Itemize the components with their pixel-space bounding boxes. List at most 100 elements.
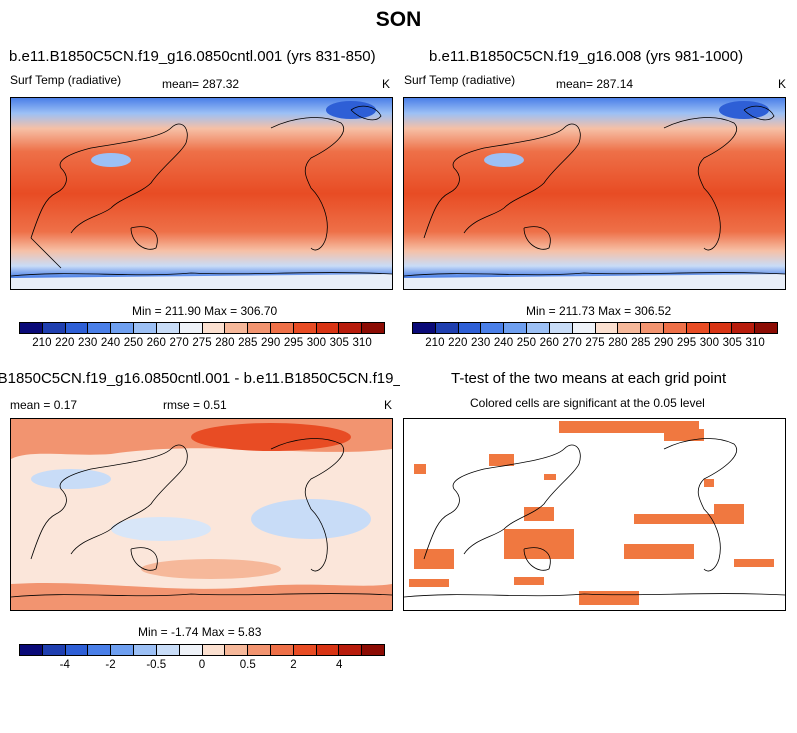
colorbar-swatch: [42, 645, 66, 655]
colorbar-swatch: [65, 645, 89, 655]
colorbar-tick-label: 295: [283, 337, 304, 349]
colorbar-swatch: [504, 323, 528, 333]
colorbar-tick-label: 220: [55, 337, 75, 349]
colorbar-swatch: [755, 323, 777, 333]
colorbar-swatch: [248, 323, 271, 333]
colorbar-tick-label: -0.5: [146, 659, 167, 671]
colorbar-tick-label: 270: [562, 337, 582, 349]
colorbar-swatch: [156, 323, 180, 333]
colorbar-tick-label: 0: [198, 659, 206, 671]
colorbar-swatch: [362, 323, 384, 333]
colorbar-swatch: [20, 323, 43, 333]
colorbar-swatch: [270, 323, 294, 333]
colorbar-swatch: [732, 323, 756, 333]
colorbar-swatch: [225, 645, 249, 655]
colorbar-swatch: [663, 323, 687, 333]
colorbar-tick-label: 210: [425, 337, 445, 349]
panel-1-map: [10, 97, 393, 290]
colorbar-swatch: [413, 323, 436, 333]
colorbar-swatch: [481, 323, 505, 333]
colorbar-tick-label: 230: [471, 337, 491, 349]
colorbar-tick-label: 280: [608, 337, 628, 349]
colorbar-swatch: [435, 323, 459, 333]
colorbar-swatch: [293, 323, 317, 333]
panel-3-right-label: K: [384, 398, 393, 412]
colorbar-tick-label: 250: [516, 337, 536, 349]
colorbar-swatch: [225, 323, 249, 333]
colorbar-tick-label: 260: [539, 337, 559, 349]
colorbar-tick-label: 285: [631, 337, 651, 349]
colorbar-tick-label: 2: [290, 659, 297, 671]
colorbar-tick-label: -2: [105, 659, 116, 671]
colorbar-swatch: [293, 645, 317, 655]
panel-1-right-label: K: [382, 77, 391, 91]
panel-3-center-label: rmse = 0.51: [163, 398, 227, 412]
colorbar-swatch: [572, 323, 596, 333]
colorbar-tick-label: 290: [654, 337, 674, 349]
panel-4-map: [403, 418, 786, 611]
colorbar-tick-label: 290: [261, 337, 281, 349]
colorbar-swatch: [111, 323, 135, 333]
colorbar-swatch: [111, 645, 135, 655]
panel-1-colorbar: [19, 322, 385, 334]
panel-3-map: [10, 418, 393, 611]
colorbar-tick-label: 295: [676, 337, 697, 349]
colorbar-swatch: [65, 323, 89, 333]
colorbar-swatch: [20, 645, 43, 655]
panel-3-title: b.e11.B1850C5CN.f19_g16.0850cntl.001 - b…: [0, 370, 400, 387]
colorbar-tick-label: 220: [448, 337, 468, 349]
colorbar-tick-label: 310: [352, 337, 372, 349]
colorbar-tick-label: 305: [329, 337, 349, 349]
colorbar-swatch: [362, 645, 384, 655]
colorbar-tick-label: 250: [123, 337, 143, 349]
colorbar-tick-label: 4: [336, 659, 343, 671]
panel-1-center-label: mean= 287.32: [162, 77, 240, 91]
colorbar-swatch: [641, 323, 664, 333]
panel-2-map: [403, 97, 786, 290]
colorbar-swatch: [42, 323, 66, 333]
colorbar-tick-label: 230: [78, 337, 98, 349]
panel-3-colorbar: [19, 644, 385, 656]
panel-2-left-label: Surf Temp (radiative): [404, 73, 516, 87]
colorbar-tick-label: 285: [238, 337, 258, 349]
colorbar-swatch: [549, 323, 573, 333]
colorbar-swatch: [88, 645, 112, 655]
colorbar-tick-label: 0.5: [239, 659, 256, 671]
colorbar-tick-label: 300: [699, 337, 719, 349]
colorbar-tick-label: 260: [146, 337, 166, 349]
colorbar-swatch: [179, 645, 203, 655]
colorbar-swatch: [134, 323, 157, 333]
panel-2-center-label: mean= 287.14: [556, 77, 634, 91]
colorbar-swatch: [134, 645, 157, 655]
colorbar-tick-label: 310: [745, 337, 765, 349]
colorbar-swatch: [339, 323, 363, 333]
colorbar-swatch: [316, 645, 340, 655]
colorbar-swatch: [88, 323, 112, 333]
colorbar-tick-label: 275: [585, 337, 605, 349]
colorbar-swatch: [458, 323, 482, 333]
colorbar-swatch: [618, 323, 642, 333]
panel-1-title: b.e11.B1850C5CN.f19_g16.0850cntl.001 (yr…: [9, 48, 376, 65]
colorbar-tick-label: 240: [493, 337, 514, 349]
colorbar-tick-label: -4: [59, 659, 70, 671]
colorbar-tick-label: 305: [722, 337, 742, 349]
colorbar-swatch: [202, 645, 226, 655]
colorbar-swatch: [248, 645, 271, 655]
colorbar-swatch: [316, 323, 340, 333]
panel-4-subtitle: Colored cells are significant at the 0.0…: [470, 396, 705, 410]
colorbar-swatch: [156, 645, 180, 655]
colorbar-swatch: [527, 323, 550, 333]
colorbar-tick-label: 300: [306, 337, 326, 349]
panel-2-right-label: K: [778, 77, 787, 91]
colorbar-swatch: [686, 323, 710, 333]
panel-3-title-clip: b.e11.B1850C5CN.f19_g16.0850cntl.001 - b…: [0, 368, 400, 390]
colorbar-swatch: [595, 323, 619, 333]
colorbar-tick-label: 210: [32, 337, 52, 349]
panel-2-minmax: Min = 211.73 Max = 306.52: [526, 304, 672, 318]
colorbar-tick-label: 240: [100, 337, 121, 349]
colorbar-swatch: [339, 645, 363, 655]
colorbar-swatch: [179, 323, 203, 333]
panel-4-title: T-test of the two means at each grid poi…: [451, 370, 727, 387]
colorbar-swatch: [202, 323, 226, 333]
panel-3-minmax: Min = -1.74 Max = 5.83: [138, 625, 262, 639]
